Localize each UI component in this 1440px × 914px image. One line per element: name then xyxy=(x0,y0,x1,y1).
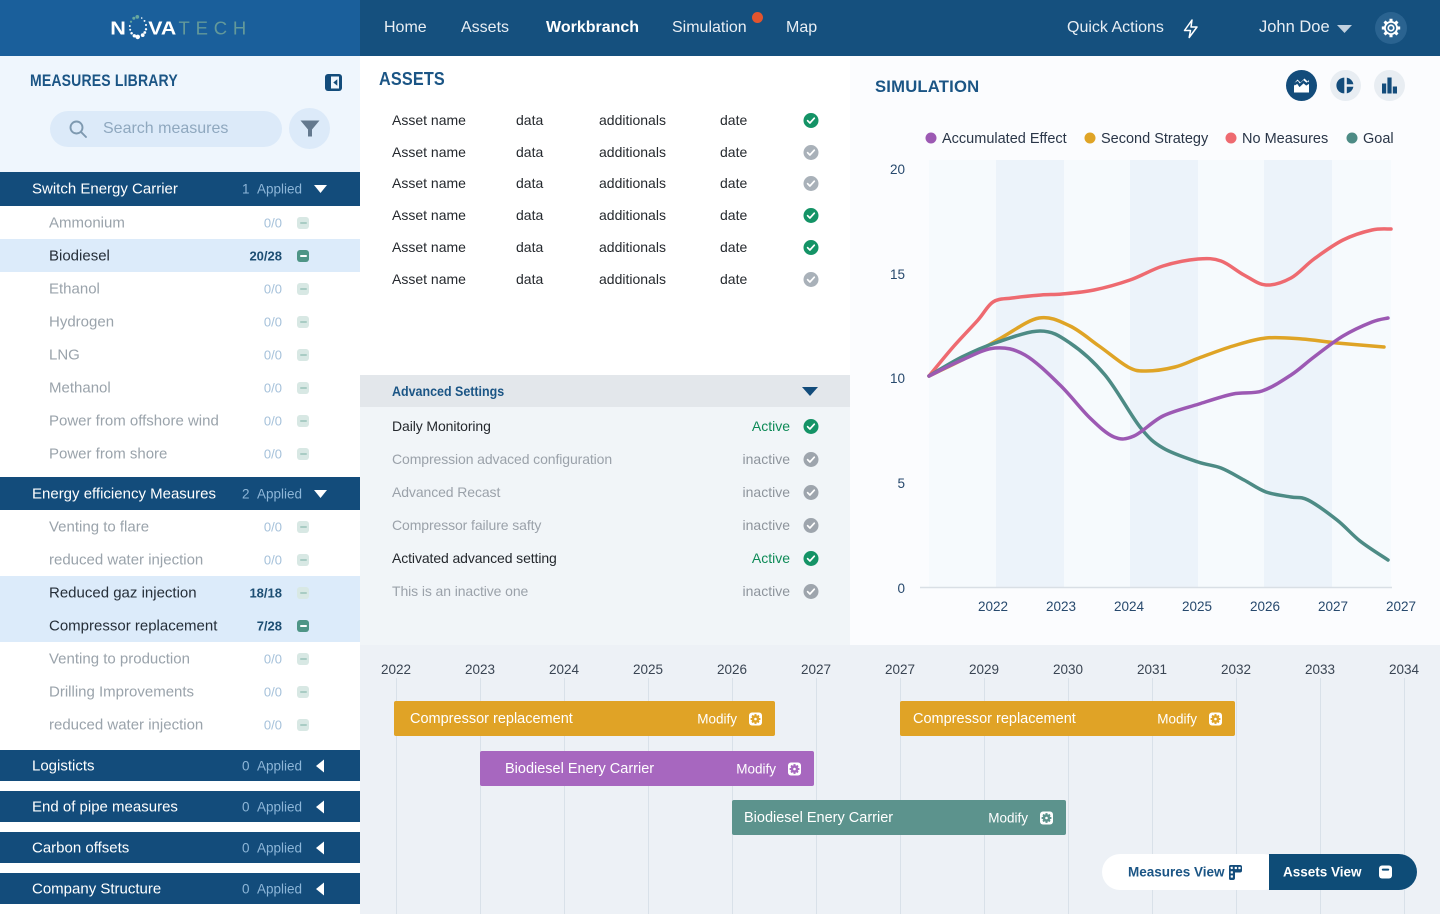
svg-text:2025: 2025 xyxy=(1182,599,1212,614)
svg-text:2022: 2022 xyxy=(978,599,1008,614)
svg-text:10: 10 xyxy=(890,371,905,386)
svg-text:0: 0 xyxy=(897,581,905,596)
svg-text:2024: 2024 xyxy=(1114,599,1145,614)
svg-text:2026: 2026 xyxy=(1250,599,1280,614)
svg-text:20: 20 xyxy=(890,162,905,177)
svg-text:Goal: Goal xyxy=(1363,131,1394,147)
svg-text:VA: VA xyxy=(148,19,176,39)
svg-text:No Measures: No Measures xyxy=(1242,131,1328,147)
svg-text:TECH: TECH xyxy=(179,18,253,39)
svg-text:2027: 2027 xyxy=(1318,599,1348,614)
svg-text:2023: 2023 xyxy=(1046,599,1076,614)
svg-text:5: 5 xyxy=(897,476,905,491)
svg-text:N: N xyxy=(110,19,126,39)
svg-text:Accumulated Effect: Accumulated Effect xyxy=(942,131,1067,147)
svg-text:15: 15 xyxy=(890,267,905,282)
svg-text:Second Strategy: Second Strategy xyxy=(1101,131,1209,147)
svg-text:2027: 2027 xyxy=(1386,599,1416,614)
